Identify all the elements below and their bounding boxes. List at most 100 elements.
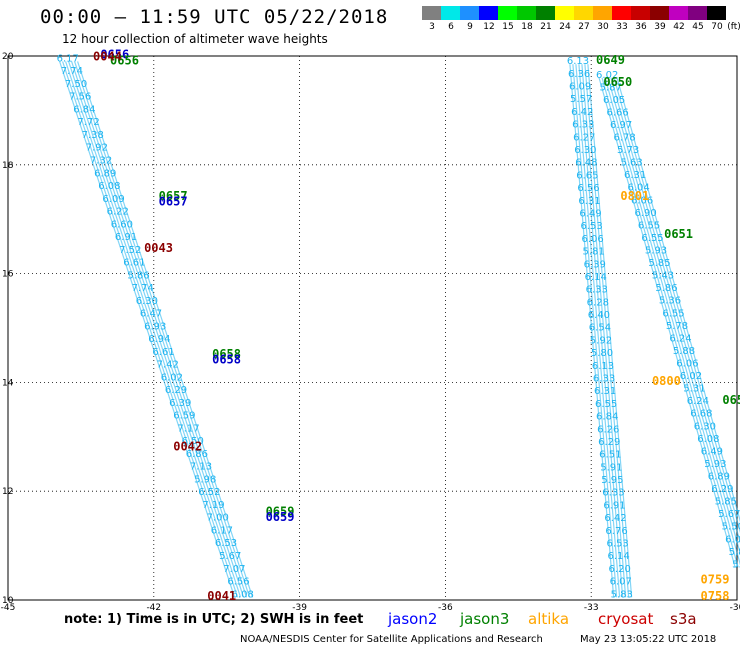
track-band [65, 61, 242, 598]
pass-time-label: 0041 [207, 589, 236, 603]
x-tick-label: -36 [438, 603, 453, 613]
wave-height-label: 6.40 [588, 310, 610, 321]
legend-swatch [669, 6, 688, 20]
wave-height-label: 6.04 [627, 183, 649, 194]
wave-height-label: 6.91 [115, 232, 137, 243]
legend-label: 36 [635, 22, 647, 32]
track-band [610, 77, 740, 544]
wave-height-label: 7.00 [207, 513, 229, 524]
track-band [575, 64, 621, 598]
track-band [68, 61, 245, 598]
legend-swatch [555, 6, 574, 20]
pass-time-label: 0657 [159, 195, 188, 209]
y-tick-label: 18 [2, 161, 14, 171]
x-tick-label: -33 [584, 603, 599, 613]
wave-height-label: 5.78 [666, 321, 688, 332]
wave-height-label: 6.06 [581, 234, 603, 245]
satellite-name: altika [528, 610, 570, 628]
track-band [59, 61, 236, 598]
legend-swatch [479, 6, 498, 20]
wave-height-label: 6.60 [111, 219, 133, 230]
wave-height-label: 6.26 [597, 424, 619, 435]
pass-time-label: 0659 [266, 510, 295, 524]
track-band [578, 64, 624, 598]
legend-unit: (ft) [727, 22, 740, 32]
wave-height-label: 5.50 [722, 522, 740, 533]
wave-height-label: 6.17 [57, 53, 79, 64]
wave-height-label: 5.36 [659, 296, 681, 307]
wave-height-label: 6.50 [182, 436, 204, 447]
wave-height-label: 7.32 [90, 156, 112, 167]
wave-height-label: 6.56 [227, 577, 249, 588]
wave-height-label: 6.06 [631, 195, 653, 206]
wave-height-label: 6.08 [98, 181, 120, 192]
track-band [587, 64, 633, 598]
wave-height-label: 6.31 [594, 386, 616, 397]
footer-note: note: 1) Time is in UTC; 2) SWH is in fe… [64, 612, 364, 627]
wave-height-label: 7.74 [132, 283, 154, 294]
wave-height-label: 5.87 [600, 82, 622, 93]
wave-height-label: 7.13 [190, 462, 212, 473]
wave-height-label: 5.9 [732, 559, 740, 570]
wave-height-label: 6.36 [568, 69, 590, 80]
legend-label: 18 [521, 22, 533, 32]
x-tick-label: -42 [146, 603, 161, 613]
wave-height-label: 6.28 [587, 297, 609, 308]
wave-height-label: 6.39 [584, 259, 606, 270]
wave-height-label: 6.08 [232, 589, 254, 600]
legend-label: 9 [467, 22, 473, 32]
legend-label: 6 [448, 22, 454, 32]
wave-height-label: 7.19 [202, 500, 224, 511]
legend-label: 12 [483, 22, 495, 32]
pass-time-label: 0801 [620, 189, 649, 203]
pass-time-label: 0800 [652, 374, 681, 388]
wave-height-label: 6.39 [169, 398, 191, 409]
wave-height-label: 6.89 [708, 471, 730, 482]
wave-height-label: 6.55 [662, 308, 684, 319]
wave-height-label: 6.78 [614, 133, 636, 144]
pass-time-label: 0758 [701, 589, 730, 603]
wave-height-label: 6.22 [107, 207, 129, 218]
legend-swatch [650, 6, 669, 20]
wave-height-label: 6.30 [136, 296, 158, 307]
satellite-name: cryosat [598, 610, 654, 628]
wave-height-label: 6.29 [598, 437, 620, 448]
legend-swatch [441, 6, 460, 20]
track-band [569, 64, 615, 598]
wave-height-label: 6.31 [624, 170, 646, 181]
wave-height-label: 6.42 [604, 513, 626, 524]
wave-height-label: 7.17 [177, 423, 199, 434]
wave-height-label: 5.93 [645, 246, 667, 257]
wave-height-label: 5.83 [611, 589, 633, 600]
pass-time-label: 0042 [173, 439, 202, 453]
wave-height-label: 6.49 [579, 208, 601, 219]
wave-height-label: 6.08 [697, 434, 719, 445]
legend-label: 27 [578, 22, 590, 32]
wave-height-label: 7.42 [157, 360, 179, 371]
legend-swatch [422, 6, 441, 20]
track-band [581, 64, 627, 598]
legend-swatch [593, 6, 612, 20]
wave-height-label: 6.09 [569, 82, 591, 93]
wave-height-label: 6.53 [215, 538, 237, 549]
wave-height-label: 5.67 [718, 509, 740, 520]
wave-height-label: 5.91 [600, 462, 622, 473]
wave-height-label: 6.59 [173, 411, 195, 422]
wave-height-label: 6.55 [641, 233, 663, 244]
y-tick-label: 12 [2, 487, 13, 497]
track-band [77, 61, 254, 598]
wave-height-label: 7.74 [61, 66, 83, 77]
wave-height-label: 7.72 [77, 117, 99, 128]
wave-height-label: 6.91 [603, 500, 625, 511]
pass-time-label: 0657 [159, 189, 188, 203]
legend-swatch [460, 6, 479, 20]
wave-height-label: 6.53 [606, 539, 628, 550]
wave-height-label: 6.24 [687, 396, 709, 407]
pass-time-label: 0658 [212, 352, 241, 366]
track-band [601, 77, 739, 568]
y-tick-label: 16 [2, 270, 14, 280]
wave-height-label: 5.85 [648, 258, 670, 269]
wave-height-label: 5.86 [655, 283, 677, 294]
wave-height-label: 6.52 [198, 487, 220, 498]
wave-height-label: 6.24 [669, 333, 691, 344]
